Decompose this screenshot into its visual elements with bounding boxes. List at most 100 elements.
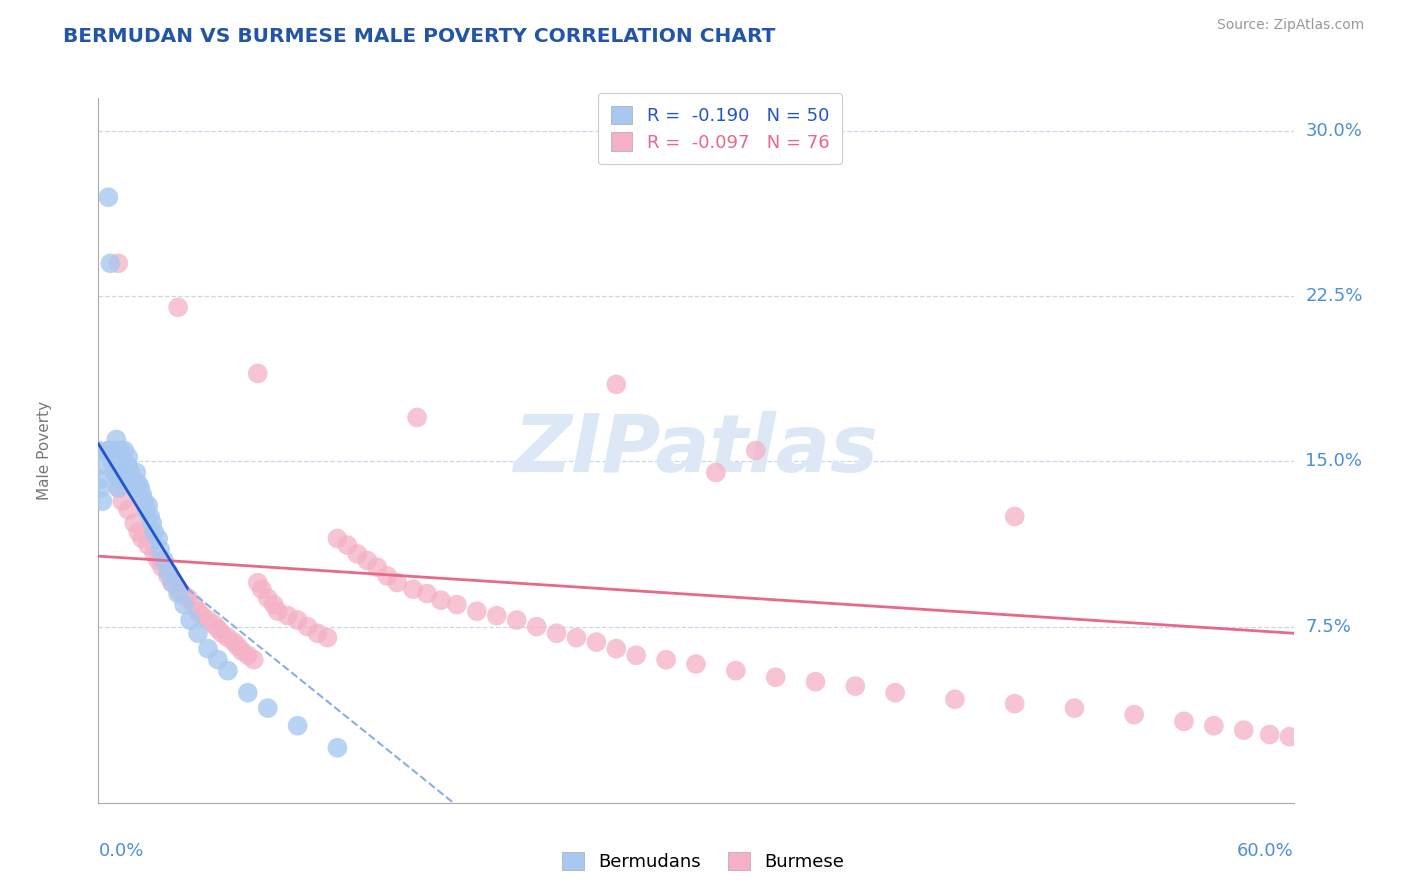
Point <box>107 256 129 270</box>
Point <box>107 481 129 495</box>
Point <box>143 547 166 561</box>
Point <box>105 443 128 458</box>
Point <box>134 494 156 508</box>
Point <box>167 301 190 315</box>
Point <box>167 582 190 597</box>
Point <box>585 635 607 649</box>
Point <box>326 740 349 755</box>
Text: 15.0%: 15.0% <box>1306 452 1362 470</box>
Point <box>117 503 139 517</box>
Point <box>149 542 172 557</box>
Point <box>110 443 132 458</box>
Point <box>217 664 239 678</box>
Point <box>127 476 149 491</box>
Point <box>125 466 148 480</box>
Point <box>107 472 129 486</box>
Point <box>136 538 159 552</box>
Point <box>1278 730 1301 744</box>
Text: Male Poverty: Male Poverty <box>37 401 52 500</box>
Point <box>250 582 273 597</box>
Point <box>211 626 233 640</box>
Point <box>506 613 529 627</box>
Legend: R =  -0.190   N = 50, R =  -0.097   N = 76: R = -0.190 N = 50, R = -0.097 N = 76 <box>598 93 842 164</box>
Point <box>120 476 142 491</box>
Point <box>326 532 349 546</box>
Point <box>202 617 225 632</box>
Text: 30.0%: 30.0% <box>1306 122 1362 140</box>
Point <box>89 472 111 486</box>
Point <box>1004 697 1026 711</box>
Point <box>111 494 134 508</box>
Point <box>526 620 548 634</box>
Point <box>103 466 125 480</box>
Point <box>307 626 329 640</box>
Point <box>197 641 219 656</box>
Point <box>1004 509 1026 524</box>
Point <box>160 575 183 590</box>
Point <box>89 481 111 495</box>
Point <box>217 631 239 645</box>
Point <box>98 256 122 270</box>
Point <box>256 701 278 715</box>
Point <box>167 586 190 600</box>
Point <box>101 454 124 468</box>
Point <box>157 569 180 583</box>
Point <box>111 458 134 473</box>
Point <box>103 466 125 480</box>
Point <box>416 586 439 600</box>
Point <box>131 487 153 501</box>
Point <box>117 450 139 464</box>
Point <box>704 466 727 480</box>
Point <box>485 608 508 623</box>
Point <box>346 547 368 561</box>
Point <box>160 575 183 590</box>
Point <box>191 608 214 623</box>
Point <box>131 532 153 546</box>
Point <box>844 679 866 693</box>
Point <box>267 604 290 618</box>
Point <box>173 598 195 612</box>
Point <box>115 458 138 473</box>
Point <box>297 620 319 634</box>
Point <box>127 524 149 539</box>
Point <box>183 598 205 612</box>
Point <box>231 644 253 658</box>
Point <box>124 481 146 495</box>
Point <box>685 657 707 671</box>
Point <box>197 613 219 627</box>
Point <box>136 499 159 513</box>
Point <box>117 458 139 473</box>
Point <box>112 443 135 458</box>
Point <box>626 648 648 663</box>
Text: 0.0%: 0.0% <box>98 842 143 861</box>
Point <box>246 367 269 381</box>
Point <box>446 598 468 612</box>
Point <box>375 569 398 583</box>
Point <box>884 686 907 700</box>
Text: BERMUDAN VS BURMESE MALE POVERTY CORRELATION CHART: BERMUDAN VS BURMESE MALE POVERTY CORRELA… <box>63 27 776 45</box>
Point <box>226 640 249 654</box>
Point <box>87 443 110 458</box>
Point <box>277 608 299 623</box>
Point <box>1063 701 1085 715</box>
Point <box>565 631 588 645</box>
Point <box>316 631 339 645</box>
Point <box>187 626 209 640</box>
Point <box>107 466 129 480</box>
Point <box>263 598 285 612</box>
Point <box>765 670 787 684</box>
Point <box>135 503 157 517</box>
Point <box>207 653 229 667</box>
Point <box>1123 707 1146 722</box>
Point <box>157 565 180 579</box>
Point <box>287 719 309 733</box>
Point <box>172 586 194 600</box>
Point <box>430 593 453 607</box>
Point <box>246 575 269 590</box>
Point <box>745 443 768 458</box>
Point <box>402 582 425 597</box>
Point <box>179 613 201 627</box>
Point <box>943 692 966 706</box>
Point <box>366 560 388 574</box>
Point <box>605 377 627 392</box>
